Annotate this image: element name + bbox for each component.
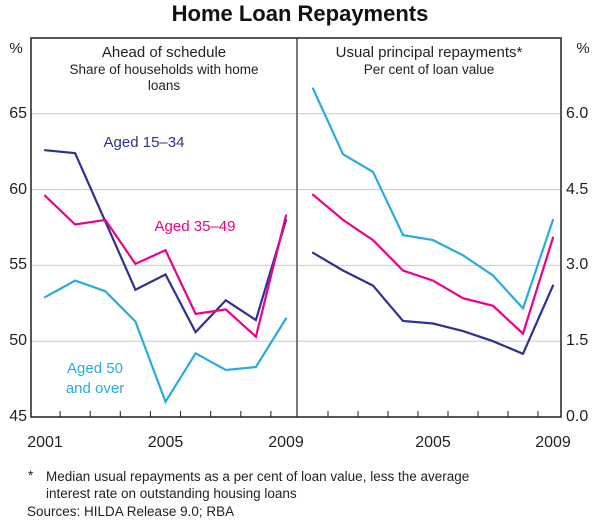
y-axis-tick-label: 55 [9,256,27,274]
series-label-aged-15-34: Aged 15–34 [103,134,185,151]
y-axis-tick-label: 0.0 [566,408,589,425]
footnote-line-1: Median usual repayments as a per cent of… [46,469,470,484]
y-axis-tick-label: 60 [9,180,27,198]
y-axis-tick-label: 1.5 [566,332,589,350]
gridlines-group [32,113,560,342]
x-axis-tick-label: 2005 [147,434,184,451]
x-axis-tick-label: 2001 [27,434,63,451]
series-label-aged-35-49: Aged 35–49 [154,218,236,235]
right-panel-title: Usual principal repayments* [335,44,523,61]
y-axis-tick-label: 65 [9,104,27,122]
y-axis-tick-label: 3.0 [566,256,589,274]
left-panel-title: Ahead of schedule [101,44,227,61]
series-line-aged-50-and-over-left [43,279,288,405]
series-line-aged-35-49-right [311,193,555,336]
x-axis-tick-label: 2009 [268,434,304,451]
x-axis-tick-label: 2009 [535,434,571,451]
left-panel-subtitle: Share of households with home loans [69,62,259,93]
right-axis-unit-label: % [576,40,590,57]
sources-line: Sources: HILDA Release 9.0; RBA [27,504,235,519]
y-axis-tick-label: 6.0 [566,104,589,122]
y-axis-tick-label: 45 [9,408,27,425]
series-line-aged-50-and-over-right [311,87,555,311]
series-lines-group [43,87,555,405]
y-axis-tick-label: 4.5 [566,180,589,198]
axis-ticks-group [59,411,539,417]
y-axis-tick-label: 50 [9,332,27,350]
chart-title: Home Loan Repayments [171,1,429,26]
footnote-line-2: interest rate on outstanding housing loa… [46,486,297,501]
right-panel-subtitle: Per cent of loan value [363,62,495,77]
series-label-aged-50-and-over: Aged 50 and over [65,360,125,397]
series-line-aged-15-34-right [311,251,555,356]
footnote-marker: * [28,468,34,483]
frame-group [30,37,562,418]
left-axis-unit-label: % [9,40,23,57]
series-line-aged-15-34-left [43,149,288,334]
x-axis-tick-label: 2005 [415,434,451,451]
plot-frame [30,37,562,418]
series-line-aged-35-49-left [43,194,288,339]
